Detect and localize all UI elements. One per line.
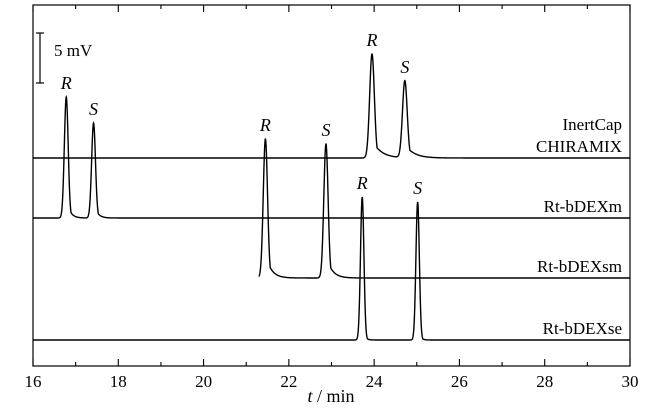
scale-bar-label: 5 mV	[54, 41, 93, 60]
trace-line-4	[33, 196, 630, 341]
x-tick-label: 30	[622, 372, 639, 391]
x-tick-label: 18	[110, 372, 127, 391]
peak-label: R	[356, 173, 368, 193]
trace-label: CHIRAMIX	[536, 137, 622, 156]
x-tick-label: 24	[366, 372, 384, 391]
peak-label: S	[400, 57, 409, 77]
peak-label: S	[321, 120, 330, 140]
trace-line-1	[33, 53, 630, 159]
peak-label: R	[366, 30, 378, 50]
x-axis-label-var: t	[307, 386, 313, 406]
peak-label: S	[413, 178, 422, 198]
trace-label: Rt-bDEXse	[543, 319, 622, 338]
trace-label: Rt-bDEXm	[544, 197, 622, 216]
scale-bar: 5 mV	[36, 32, 93, 84]
x-tick-label: 22	[280, 372, 297, 391]
trace-label: Rt-bDEXsm	[537, 257, 622, 276]
trace-line-2	[33, 94, 630, 219]
trace-labels: InertCap CHIRAMIX Rt-bDEXm Rt-bDEXsm Rt-bDEX…	[536, 115, 622, 338]
x-axis-label-unit: / min	[313, 386, 355, 406]
peak-label: S	[89, 99, 98, 119]
x-axis-ticks: 16 18 20 22 24 26 28 30	[25, 5, 639, 391]
x-tick-label: 20	[195, 372, 212, 391]
trace-label: InertCap	[563, 115, 622, 134]
trace-line-3	[258, 138, 630, 279]
x-tick-label: 16	[25, 372, 42, 391]
plot-frame	[32, 4, 631, 367]
traces	[33, 53, 630, 341]
x-tick-label: 26	[451, 372, 468, 391]
x-tick-label: 28	[536, 372, 553, 391]
peak-label: R	[259, 115, 271, 135]
peak-label: R	[60, 73, 72, 93]
x-axis-label: t / min	[307, 386, 354, 406]
